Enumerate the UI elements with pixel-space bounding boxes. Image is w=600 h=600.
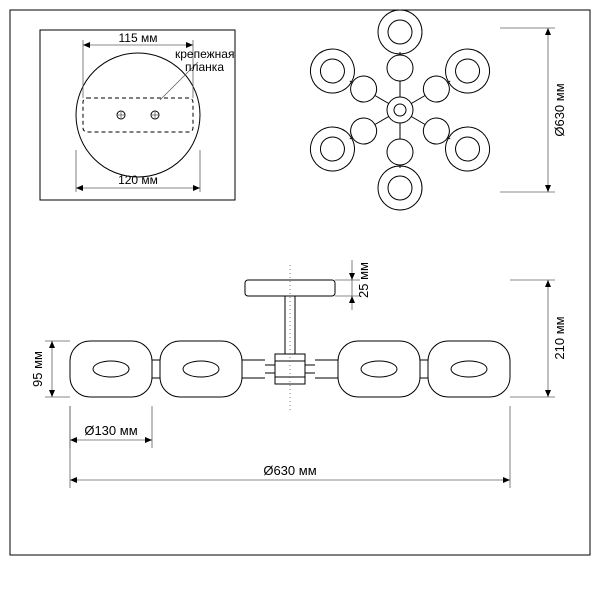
base-width-label: 120 мм — [118, 173, 158, 187]
top-view: Ø630 мм — [302, 10, 567, 210]
top-view-diameter-label: Ø630 мм — [552, 83, 567, 136]
shade-height-label: 95 мм — [30, 351, 45, 387]
technical-drawing: 115 мм крепежная планка 120 мм — [0, 0, 600, 600]
bracket-width-label: 115 мм — [119, 31, 158, 45]
bracket-note-line2: планка — [185, 60, 224, 74]
canopy-height-label: 25 мм — [356, 262, 371, 298]
overall-height-label: 210 мм — [552, 316, 567, 359]
overall-diameter-label: Ø630 мм — [263, 463, 316, 478]
bracket-detail: 115 мм крепежная планка 120 мм — [40, 30, 235, 200]
side-view: 25 мм 95 мм Ø130 мм Ø630 мм 210 мм — [30, 260, 567, 488]
shade-diameter-label: Ø130 мм — [84, 423, 137, 438]
bracket-note-line1: крепежная — [175, 47, 234, 61]
